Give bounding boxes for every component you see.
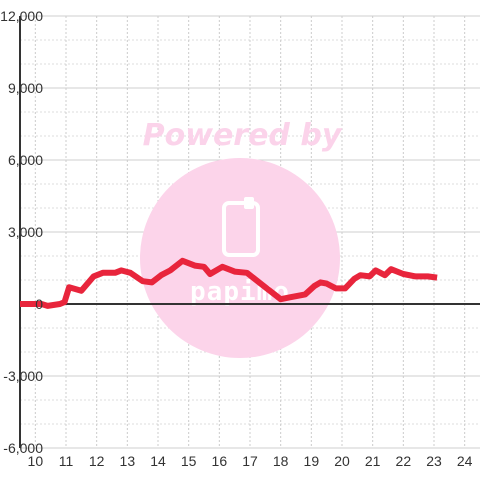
- y-tick-labels: -6,000 -3,000 0 3,000 6,000 9,000 12,000: [0, 8, 43, 456]
- x-tick-label: 15: [181, 453, 197, 469]
- x-tick-label: 18: [273, 453, 289, 469]
- x-tick-label: 12: [89, 453, 105, 469]
- x-tick-label: 10: [28, 453, 44, 469]
- series-layer: [19, 257, 438, 309]
- x-tick-label: 24: [457, 453, 473, 469]
- x-tick-label: 17: [242, 453, 258, 469]
- x-tick-label: 20: [334, 453, 350, 469]
- y-tick-label: 12,000: [0, 8, 43, 24]
- watermark-powered-by: Powered by: [143, 118, 343, 153]
- x-tick-label: 22: [396, 453, 412, 469]
- x-tick-label: 23: [426, 453, 442, 469]
- x-tick-label: 21: [365, 453, 381, 469]
- x-tick-label: 14: [150, 453, 166, 469]
- x-tick-label: 11: [59, 453, 74, 469]
- phone-icon: [222, 197, 260, 257]
- y-tick-label: 0: [35, 296, 43, 312]
- y-tick-label: 3,000: [8, 224, 43, 240]
- y-tick-label: 6,000: [8, 152, 43, 168]
- x-tick-labels: 10 11 12 13 14 15 16 17 18 19 20 21 22 23 24: [28, 453, 473, 469]
- axes: [19, 16, 480, 448]
- x-tick-label: 13: [120, 453, 136, 469]
- watermark-circle: [140, 158, 340, 358]
- x-tick-label: 19: [304, 453, 320, 469]
- x-tick-label: 16: [212, 453, 228, 469]
- y-tick-label: 9,000: [8, 80, 43, 96]
- series-line: [20, 257, 438, 309]
- watermark: papimo Powered by: [140, 118, 343, 358]
- y-tick-label: -6,000: [3, 440, 43, 456]
- y-tick-label: -3,000: [3, 368, 43, 384]
